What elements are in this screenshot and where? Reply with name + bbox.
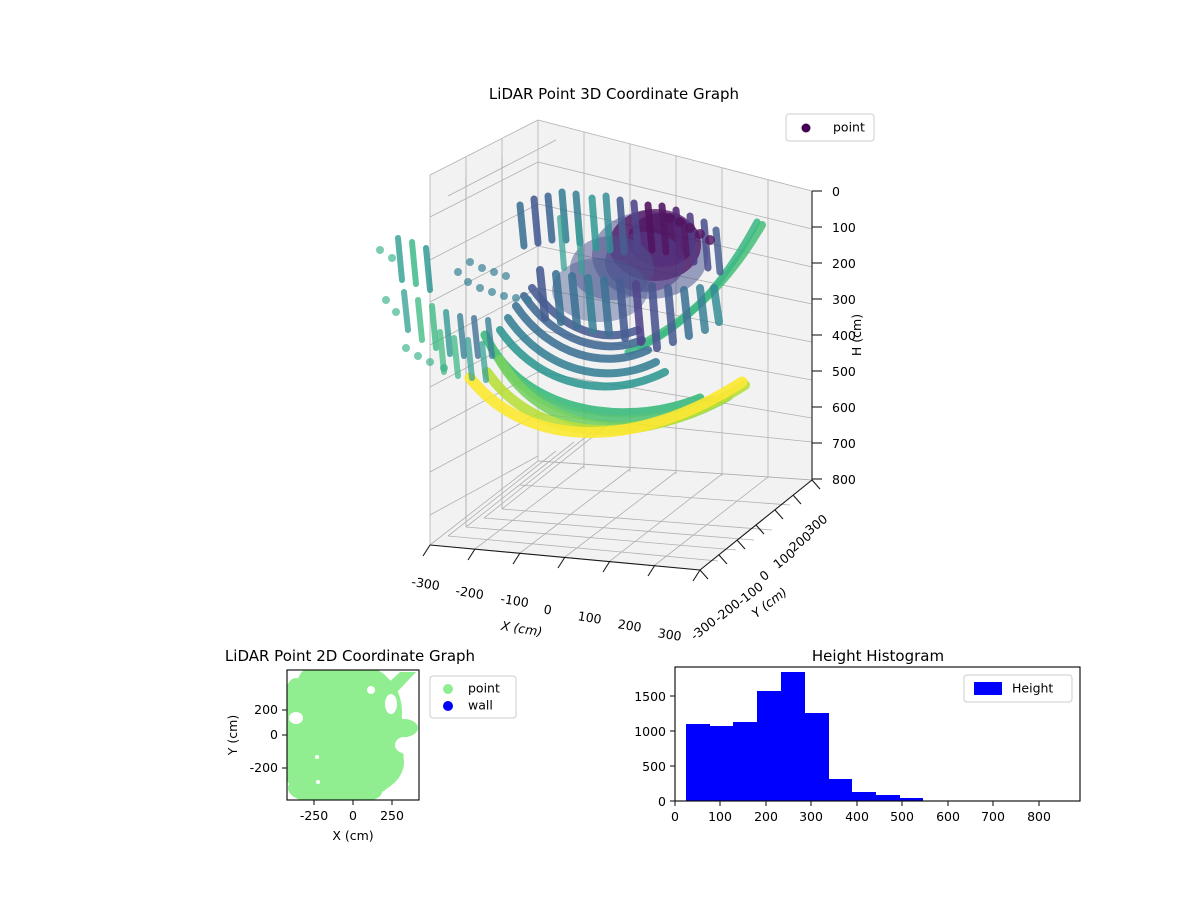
hist-xtick-800: 800 bbox=[1027, 809, 1051, 824]
x-tick--300: -300 bbox=[411, 574, 441, 593]
legend-marker-wall bbox=[443, 701, 453, 711]
pointcloud-3d bbox=[376, 188, 766, 438]
histogram-legend[interactable]: Height bbox=[963, 674, 1073, 703]
legend-patch-height bbox=[974, 682, 1002, 695]
zaxis-3d: 0 100 200 300 400 500 600 700 800 H (cm) bbox=[811, 184, 864, 487]
x-tick-0: 0 bbox=[543, 602, 553, 618]
legend-label-wall: wall bbox=[468, 698, 493, 713]
plot2d-ytick-0: 0 bbox=[270, 727, 278, 742]
hist-ytick-1500: 1500 bbox=[634, 689, 666, 704]
hist-xtick-200: 200 bbox=[754, 809, 778, 824]
x-tick-300: 300 bbox=[657, 625, 683, 644]
histogram-ticks bbox=[670, 695, 1040, 806]
x-tick-100: 100 bbox=[577, 608, 603, 627]
z-tick-100: 100 bbox=[832, 220, 856, 235]
hist-xtick-100: 100 bbox=[708, 809, 732, 824]
plot2d-xtick--250: -250 bbox=[300, 808, 328, 823]
plot2d-ytick-200: 200 bbox=[254, 702, 278, 717]
hist-xtick-0: 0 bbox=[671, 809, 679, 824]
plot2d-legend[interactable]: point wall bbox=[429, 675, 517, 719]
plot2d-xaxis-label: X (cm) bbox=[332, 828, 373, 843]
axes-3d: LiDAR Point 3D Coordinate Graph bbox=[376, 85, 875, 644]
plot2d-xtick-0: 0 bbox=[349, 808, 357, 823]
z-tick-600: 600 bbox=[832, 400, 856, 415]
plot3d-title: LiDAR Point 3D Coordinate Graph bbox=[489, 85, 739, 103]
axes-2d-scatter: LiDAR Point 2D Coordinate Graph bbox=[225, 647, 517, 843]
x-tick--200: -200 bbox=[455, 583, 485, 602]
x-tick--100: -100 bbox=[500, 591, 530, 610]
legend-marker-point-2d bbox=[443, 684, 453, 694]
legend-label-height: Height bbox=[1012, 681, 1053, 696]
histogram-title: Height Histogram bbox=[812, 647, 944, 665]
hist-ytick-1000: 1000 bbox=[634, 724, 666, 739]
z-tick-300: 300 bbox=[832, 292, 856, 307]
hist-ytick-0: 0 bbox=[658, 794, 666, 809]
histogram-bars bbox=[686, 672, 923, 801]
xaxis-3d: -300 -200 -100 0 100 200 300 X (cm) bbox=[411, 544, 701, 644]
legend-label-point-2d: point bbox=[468, 681, 500, 696]
z-tick-200: 200 bbox=[832, 256, 856, 271]
z-tick-700: 700 bbox=[832, 436, 856, 451]
z-tick-0: 0 bbox=[832, 184, 840, 199]
zaxis-label: H (cm) bbox=[849, 314, 864, 356]
plot2d-yaxis-label: Y (cm) bbox=[225, 715, 240, 756]
plot2d-xtick-250: 250 bbox=[380, 808, 404, 823]
plot2d-title: LiDAR Point 2D Coordinate Graph bbox=[225, 647, 475, 665]
hist-xtick-600: 600 bbox=[936, 809, 960, 824]
plot3d-legend[interactable]: point bbox=[785, 113, 875, 142]
xaxis-label: X (cm) bbox=[499, 618, 543, 639]
pane-xy bbox=[430, 461, 812, 570]
x-tick-200: 200 bbox=[617, 616, 643, 635]
histogram-frame bbox=[674, 666, 1081, 802]
legend-label-point: point bbox=[833, 120, 865, 135]
z-tick-500: 500 bbox=[832, 364, 856, 379]
hist-xtick-700: 700 bbox=[981, 809, 1005, 824]
hist-xtick-500: 500 bbox=[890, 809, 914, 824]
z-tick-800: 800 bbox=[832, 472, 856, 487]
axes-histogram: Height Histogram bbox=[634, 647, 1081, 824]
legend-marker-point bbox=[801, 123, 811, 133]
plot2d-ticks bbox=[282, 709, 393, 805]
hist-ytick-500: 500 bbox=[642, 759, 666, 774]
hist-xtick-400: 400 bbox=[845, 809, 869, 824]
hist-xtick-300: 300 bbox=[799, 809, 823, 824]
pointcloud-2d bbox=[287, 670, 418, 800]
plot2d-ytick--200: -200 bbox=[250, 760, 278, 775]
z-tick-400: 400 bbox=[832, 328, 856, 343]
